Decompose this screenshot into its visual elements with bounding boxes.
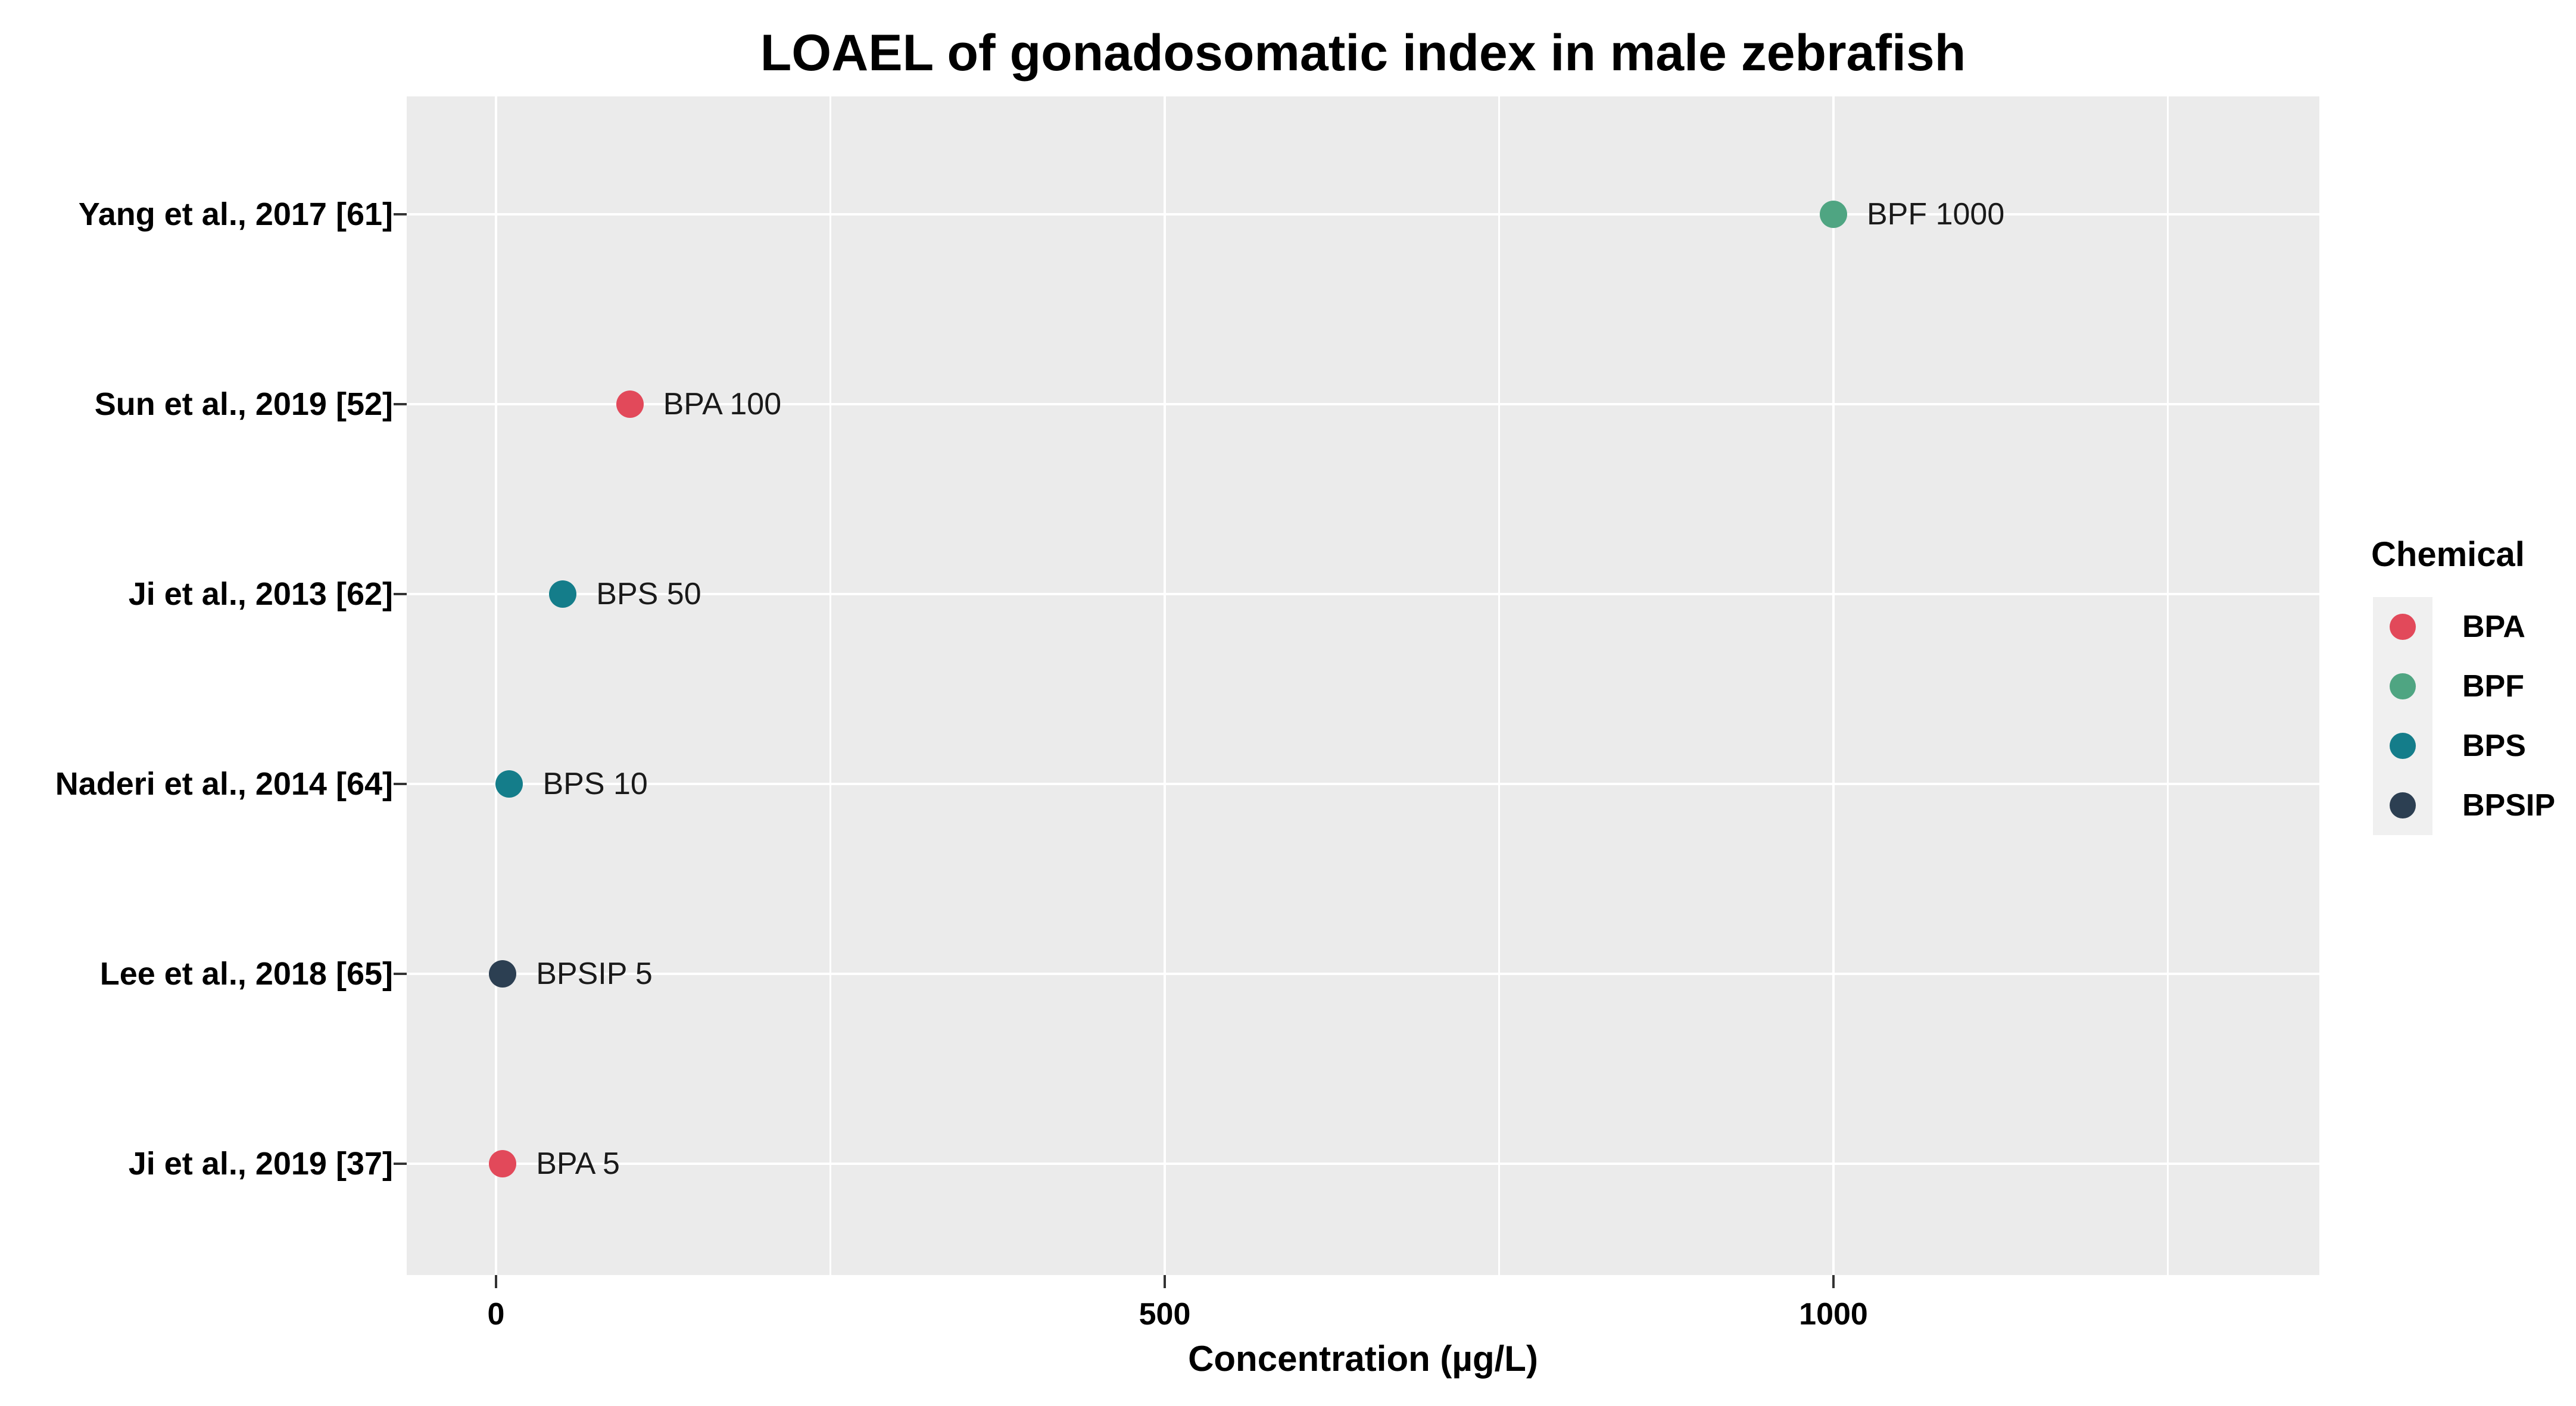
legend-swatch: [2390, 733, 2416, 759]
data-point: [495, 770, 523, 798]
legend-key: [2373, 716, 2432, 776]
legend-label: BPA: [2462, 610, 2525, 644]
y-axis-category-label: Naderi et al., 2014 [64]: [55, 766, 393, 802]
gridline-horizontal-major: [407, 593, 2319, 595]
point-label: BPSIP 5: [536, 957, 653, 991]
point-label: BPA 100: [663, 387, 782, 421]
legend-label: BPSIP: [2462, 788, 2556, 823]
y-axis-category-label: Sun et al., 2019 [52]: [94, 386, 393, 422]
y-tick-mark: [394, 783, 407, 785]
data-point: [489, 1150, 517, 1177]
gridline-horizontal-major: [407, 403, 2319, 405]
legend-key: [2373, 597, 2432, 657]
gridline-vertical-major: [1832, 96, 1835, 1275]
point-label: BPS 10: [542, 767, 648, 801]
data-point: [616, 390, 644, 418]
gridline-vertical-major: [495, 96, 497, 1275]
gridline-horizontal-major: [407, 783, 2319, 785]
y-tick-mark: [394, 403, 407, 405]
legend-swatch: [2390, 614, 2416, 640]
x-tick-label: 1000: [1799, 1297, 1868, 1332]
gridline-horizontal-major: [407, 1163, 2319, 1165]
plot-panel: BPF 1000 BPA 100 BPS 50 BPS 10 BPSIP 5 BPA 5: [407, 96, 2319, 1275]
y-tick-mark: [394, 593, 407, 595]
y-tick-mark: [394, 213, 407, 215]
x-axis-title: Concentration (µg/L): [1188, 1339, 1538, 1379]
x-tick-mark: [495, 1275, 497, 1288]
x-tick-label: 500: [1139, 1297, 1191, 1332]
y-axis-category-label: Ji et al., 2013 [62]: [128, 576, 393, 612]
gridline-vertical-minor: [2167, 96, 2169, 1275]
legend-swatch: [2390, 673, 2416, 699]
data-point: [489, 960, 517, 988]
legend-label: BPF: [2462, 669, 2524, 704]
chart-title: LOAEL of gonadosomatic index in male zeb…: [760, 24, 1966, 82]
gridline-horizontal-major: [407, 213, 2319, 215]
gridline-vertical-minor: [829, 96, 831, 1275]
y-tick-mark: [394, 1163, 407, 1165]
point-label: BPA 5: [536, 1146, 620, 1181]
legend-title: Chemical: [2371, 535, 2525, 574]
y-axis-category-label: Ji et al., 2019 [37]: [128, 1146, 393, 1182]
gridline-vertical-minor: [1498, 96, 1500, 1275]
data-point: [549, 580, 577, 608]
legend-key: [2373, 776, 2432, 835]
data-point: [1820, 201, 1847, 228]
gridline-horizontal-major: [407, 973, 2319, 975]
gridline-vertical-major: [1164, 96, 1166, 1275]
legend-label: BPS: [2462, 729, 2526, 763]
x-tick-mark: [1832, 1275, 1835, 1288]
legend-key: [2373, 657, 2432, 716]
y-tick-mark: [394, 973, 407, 975]
x-tick-label: 0: [487, 1297, 505, 1332]
x-tick-mark: [1164, 1275, 1166, 1288]
y-axis-category-label: Lee et al., 2018 [65]: [99, 956, 393, 992]
legend-swatch: [2390, 792, 2416, 818]
y-axis-category-label: Yang et al., 2017 [61]: [78, 196, 393, 232]
point-label: BPF 1000: [1867, 197, 2005, 232]
point-label: BPS 50: [596, 577, 701, 611]
